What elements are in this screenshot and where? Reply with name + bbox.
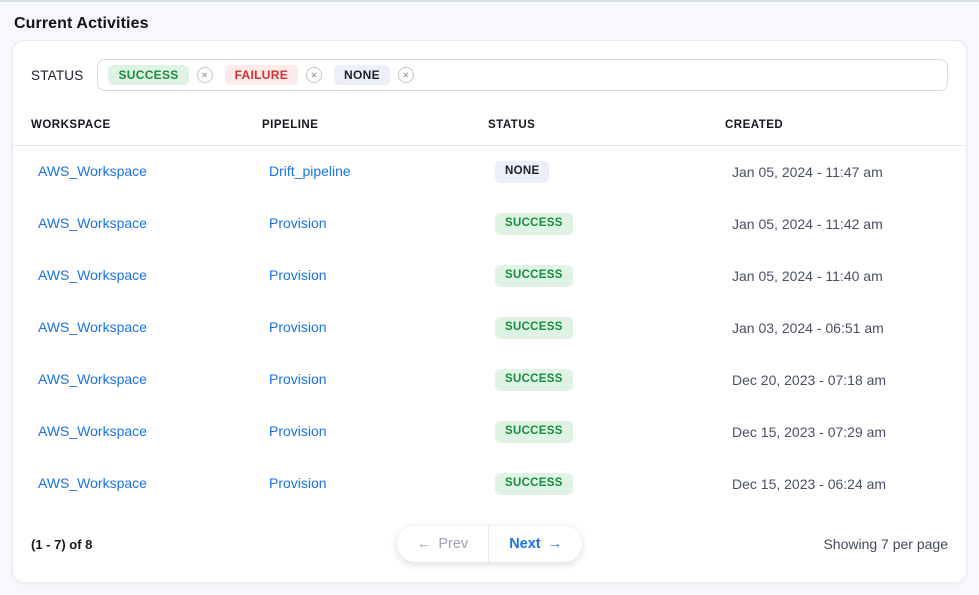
pipeline-link[interactable]: Provision [269,423,327,439]
table-row: AWS_Workspace Provision SUCCESS Dec 20, … [13,354,966,406]
column-header-created: CREATED [725,119,784,131]
next-label: Next [509,536,541,552]
column-header-workspace: WORKSPACE [31,119,111,131]
pipeline-link[interactable]: Provision [269,319,327,335]
column-header-pipeline: PIPELINE [262,119,319,131]
table-row: AWS_Workspace Provision SUCCESS Dec 15, … [13,458,966,510]
status-badge: SUCCESS [495,473,573,495]
table-row: AWS_Workspace Drift_pipeline NONE Jan 05… [13,146,966,198]
status-badge: NONE [495,161,550,183]
table-row: AWS_Workspace Provision SUCCESS Jan 05, … [13,198,966,250]
status-badge: SUCCESS [495,421,573,443]
workspace-link[interactable]: AWS_Workspace [38,215,147,231]
prev-button[interactable]: ← Prev [397,526,488,562]
filter-chip-none: NONE [334,64,390,86]
status-badge: SUCCESS [495,317,573,339]
status-filter-row: STATUS SUCCESS ✕ FAILURE ✕ NONE ✕ [13,41,966,103]
page-title: Current Activities [14,15,149,32]
table-row: AWS_Workspace Provision SUCCESS Dec 15, … [13,406,966,458]
header-divider [13,145,966,146]
right-arrow-icon: → [547,536,563,552]
workspace-link[interactable]: AWS_Workspace [38,163,147,179]
workspace-link[interactable]: AWS_Workspace [38,267,147,283]
workspace-link[interactable]: AWS_Workspace [38,423,147,439]
pipeline-link[interactable]: Provision [269,475,327,491]
created-timestamp: Jan 03, 2024 - 06:51 am [732,320,884,336]
status-filter-label: STATUS [31,67,84,83]
filter-chip-failure: FAILURE [224,64,299,86]
column-header-status: STATUS [488,119,536,131]
status-badge: SUCCESS [495,265,573,287]
created-timestamp: Dec 15, 2023 - 07:29 am [732,424,887,440]
next-button[interactable]: Next → [489,526,582,562]
remove-failure-chip-icon[interactable]: ✕ [306,67,323,83]
result-range: (1 - 7) of 8 [31,536,93,552]
pager-divider [488,526,490,562]
filter-chip-success: SUCCESS [108,64,189,86]
per-page-text: Showing 7 per page [823,536,948,552]
status-filter-input[interactable]: SUCCESS ✕ FAILURE ✕ NONE ✕ [97,59,948,91]
created-timestamp: Jan 05, 2024 - 11:40 am [732,268,883,284]
created-timestamp: Jan 05, 2024 - 11:42 am [732,216,883,232]
remove-none-chip-icon[interactable]: ✕ [397,67,414,83]
current-activities-card: STATUS SUCCESS ✕ FAILURE ✕ NONE ✕ WORKSP… [12,40,967,583]
created-timestamp: Jan 05, 2024 - 11:47 am [732,164,883,180]
workspace-link[interactable]: AWS_Workspace [38,319,147,335]
pagination-footer: (1 - 7) of 8 ← Prev Next → Showing 7 per… [13,516,966,562]
prev-label: Prev [438,536,469,552]
pipeline-link[interactable]: Provision [269,371,327,387]
created-timestamp: Dec 20, 2023 - 07:18 am [732,372,887,388]
status-badge: SUCCESS [495,369,573,391]
workspace-link[interactable]: AWS_Workspace [38,371,147,387]
created-timestamp: Dec 15, 2023 - 06:24 am [732,476,887,492]
table-body: AWS_Workspace Drift_pipeline NONE Jan 05… [13,146,966,510]
table-row: AWS_Workspace Provision SUCCESS Jan 05, … [13,250,966,302]
remove-success-chip-icon[interactable]: ✕ [196,67,213,83]
pipeline-link[interactable]: Drift_pipeline [269,163,351,179]
pager: ← Prev Next → [396,526,583,562]
workspace-link[interactable]: AWS_Workspace [38,475,147,491]
status-badge: SUCCESS [495,213,573,235]
table-row: AWS_Workspace Provision SUCCESS Jan 03, … [13,302,966,354]
table-header: WORKSPACE PIPELINE STATUS CREATED [13,103,966,145]
pipeline-link[interactable]: Provision [269,267,327,283]
left-arrow-icon: ← [416,536,432,552]
pipeline-link[interactable]: Provision [269,215,327,231]
